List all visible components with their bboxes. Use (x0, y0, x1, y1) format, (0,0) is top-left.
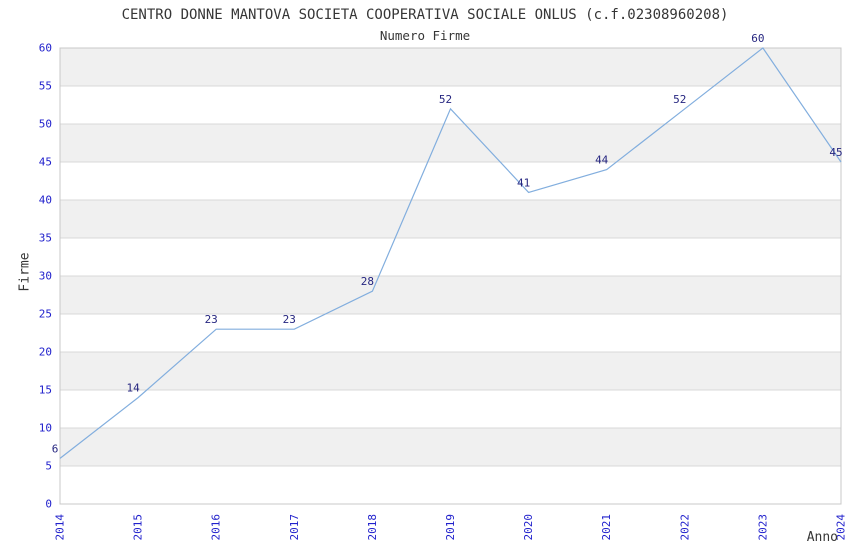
plot-band (60, 200, 841, 238)
x-tick-label: 2019 (444, 514, 457, 541)
plot-band (60, 48, 841, 86)
x-tick-label: 2023 (756, 514, 769, 541)
x-tick-label: 2017 (288, 514, 301, 541)
x-tick-label: 2024 (835, 514, 848, 541)
x-tick-label: 2020 (522, 514, 535, 541)
data-line (59, 47, 842, 459)
x-tick-label: 2016 (210, 514, 223, 541)
y-tick-label: 40 (39, 194, 52, 207)
plot-band (60, 352, 841, 390)
y-tick-label: 55 (39, 80, 52, 93)
y-tick-label: 15 (39, 384, 52, 397)
x-tick-label: 2015 (132, 514, 145, 541)
chart-title: CENTRO DONNE MANTOVA SOCIETA COOPERATIVA… (121, 7, 729, 23)
y-tick-label: 35 (39, 232, 52, 245)
point-label: 23 (205, 313, 218, 326)
point-label: 52 (673, 93, 686, 106)
point-label: 45 (829, 146, 842, 159)
x-tick-label: 2018 (366, 514, 379, 541)
y-axis-label: Firme (17, 252, 33, 292)
chart-subtitle: Numero Firme (379, 28, 471, 43)
point-label: 52 (439, 93, 452, 106)
y-tick-label: 10 (39, 422, 52, 435)
point-label: 6 (52, 442, 59, 455)
y-tick-label: 45 (39, 156, 52, 169)
point-label: 41 (517, 176, 530, 189)
x-tick-label: 2021 (600, 514, 613, 541)
y-tick-label: 50 (39, 118, 52, 131)
y-tick-label: 25 (39, 308, 52, 321)
x-axis-label: Anno (806, 530, 838, 545)
x-tick-label: 2014 (54, 514, 67, 541)
point-label: 14 (126, 382, 140, 395)
y-tick-label: 20 (39, 346, 52, 359)
y-tick-label: 30 (39, 270, 52, 283)
y-tick-label: 5 (45, 460, 52, 473)
y-tick-label: 60 (39, 42, 52, 55)
plot-band (60, 428, 841, 466)
x-tick-label: 2022 (678, 514, 691, 541)
plot-border (59, 47, 842, 505)
y-tick-label: 0 (45, 498, 52, 511)
point-label: 28 (361, 275, 374, 288)
plot-band (60, 276, 841, 314)
point-label: 60 (751, 32, 764, 45)
point-label: 44 (595, 154, 609, 167)
plot-band (60, 124, 841, 162)
point-label: 23 (283, 313, 296, 326)
